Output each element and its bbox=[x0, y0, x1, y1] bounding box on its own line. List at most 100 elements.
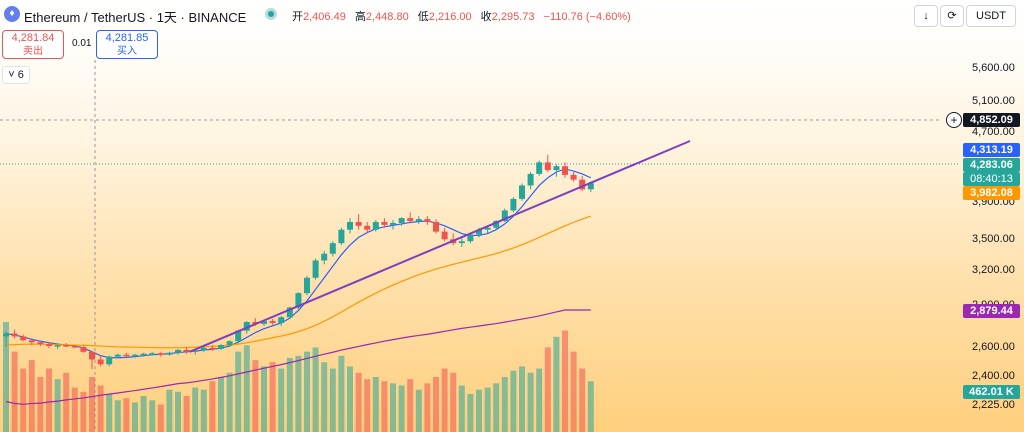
volume-bar bbox=[579, 368, 586, 432]
volume-bar bbox=[304, 351, 310, 432]
price-tick: 5,100.00 bbox=[972, 95, 1015, 107]
candle bbox=[106, 355, 113, 367]
candle bbox=[398, 217, 405, 226]
candle bbox=[304, 275, 310, 296]
volume-ma-line bbox=[5, 309, 591, 405]
ma-slow-tag: 3,982.08 bbox=[963, 186, 1020, 200]
candle bbox=[467, 233, 474, 244]
candle bbox=[519, 183, 525, 201]
volume-bar bbox=[544, 347, 551, 432]
volume-bar bbox=[261, 366, 267, 432]
price-tick: 2,400.00 bbox=[972, 370, 1015, 382]
price-tick: 4,700.00 bbox=[972, 126, 1015, 138]
volume-bar bbox=[200, 389, 207, 432]
candle bbox=[123, 352, 130, 357]
candle bbox=[89, 350, 95, 370]
volume-bar bbox=[46, 368, 52, 432]
volume-bar bbox=[3, 322, 9, 432]
currency-selector[interactable]: USDT bbox=[966, 5, 1016, 27]
volume-bar bbox=[553, 336, 560, 432]
candle bbox=[381, 218, 388, 228]
candle bbox=[200, 347, 207, 352]
candle bbox=[46, 342, 52, 348]
candle bbox=[11, 329, 18, 339]
high-key: 高 bbox=[354, 11, 366, 23]
indicator-collapse-button[interactable]: ˅ 6 bbox=[2, 66, 30, 84]
candle bbox=[80, 346, 87, 353]
ma-fast-tag: 4,313.19 bbox=[963, 143, 1020, 157]
volume-bar bbox=[450, 372, 457, 432]
candle bbox=[415, 216, 422, 224]
volume-bar bbox=[157, 404, 164, 432]
price-tick: 5,600.00 bbox=[972, 62, 1015, 74]
refresh-icon[interactable]: ⟳ bbox=[940, 5, 964, 27]
volume-bar bbox=[519, 366, 525, 432]
buy-price: 4,281.85 bbox=[105, 32, 149, 44]
candle bbox=[510, 196, 517, 213]
sell-price: 4,281.84 bbox=[11, 32, 55, 44]
volume-bar bbox=[235, 351, 242, 432]
volume-bar bbox=[71, 387, 78, 432]
candle bbox=[157, 351, 164, 357]
volume-bar bbox=[286, 357, 293, 432]
buy-button[interactable]: 4,281.85 买入 bbox=[96, 30, 158, 59]
volume-bar bbox=[329, 368, 336, 432]
change-value: −110.76 (−4.60%) bbox=[543, 11, 631, 23]
trendline[interactable] bbox=[189, 140, 691, 353]
volume-bar bbox=[321, 362, 328, 432]
sell-button[interactable]: 4,281.84 卖出 bbox=[2, 30, 64, 59]
candle bbox=[166, 351, 173, 356]
price-tick: 3,500.00 bbox=[972, 233, 1015, 245]
volume-bar bbox=[175, 391, 181, 432]
price-tick: 2,225.00 bbox=[972, 399, 1015, 411]
buy-label: 买入 bbox=[117, 46, 137, 57]
candle bbox=[149, 351, 156, 356]
candle bbox=[390, 220, 396, 230]
price-tick: 2,600.00 bbox=[972, 341, 1015, 353]
candle bbox=[536, 160, 543, 176]
volume-bar bbox=[312, 347, 319, 432]
close-value: 2,295.73 bbox=[491, 11, 535, 23]
volume-bar bbox=[364, 379, 371, 432]
close-key: 收 bbox=[480, 11, 492, 23]
candle bbox=[278, 316, 285, 326]
volume-bar bbox=[243, 345, 250, 432]
chevron-down-icon: ˅ bbox=[8, 69, 15, 81]
candle bbox=[544, 154, 551, 172]
candle bbox=[132, 353, 138, 358]
candle bbox=[372, 220, 379, 232]
add-alert-icon[interactable]: + bbox=[946, 112, 962, 128]
volume-bar bbox=[510, 370, 517, 432]
sell-label: 卖出 bbox=[23, 46, 43, 57]
volume-bar bbox=[338, 355, 345, 432]
countdown-tag: 08:40:13 bbox=[963, 172, 1020, 186]
candle bbox=[28, 338, 35, 346]
ohlc-readout: 开2,406.49 高2,448.80 低2,216.00 收2,295.73 … bbox=[292, 8, 637, 24]
candle bbox=[71, 345, 78, 348]
price-tick: 3,200.00 bbox=[972, 264, 1015, 276]
arrow-down-icon[interactable]: ↓ bbox=[914, 5, 938, 27]
symbol-title[interactable]: Ethereum / TetherUS · 1天 · BINANCE bbox=[24, 10, 247, 25]
volume-bar bbox=[493, 383, 500, 432]
open-value: 2,406.49 bbox=[303, 11, 346, 23]
volume-bar bbox=[458, 385, 465, 432]
volume-bar bbox=[424, 383, 431, 432]
candle bbox=[424, 216, 431, 225]
volume-bar bbox=[381, 381, 388, 432]
candle bbox=[183, 347, 190, 354]
spread-value: 0.01 bbox=[72, 38, 92, 49]
candle bbox=[20, 334, 27, 342]
volume-bar bbox=[106, 393, 113, 432]
volume-bar bbox=[166, 389, 173, 432]
volume-bar bbox=[37, 377, 44, 432]
crosshair-price-tag: 4,852.09 bbox=[963, 113, 1020, 127]
volume-bar bbox=[355, 372, 362, 432]
candle bbox=[54, 344, 61, 349]
ma-fast-line bbox=[5, 168, 592, 359]
indicator-count: 6 bbox=[17, 69, 24, 81]
volume-bar bbox=[278, 368, 285, 432]
candle bbox=[63, 343, 70, 348]
eth-icon: ♦ bbox=[4, 6, 20, 22]
candle bbox=[226, 340, 233, 348]
